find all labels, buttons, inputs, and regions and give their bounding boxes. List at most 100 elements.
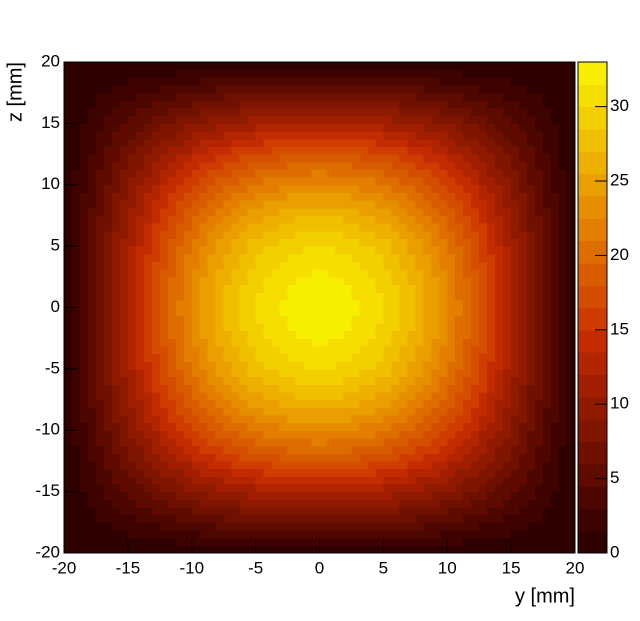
contour-cell [279, 338, 289, 347]
contour-cell [175, 131, 185, 140]
contour-cell [391, 307, 400, 316]
contour-cell [351, 115, 361, 124]
contour-cell [295, 437, 305, 447]
contour-cell [151, 529, 161, 539]
contour-cell [423, 200, 432, 209]
contour-cell [215, 192, 225, 201]
contour-cell [383, 445, 392, 454]
contour-cell [415, 399, 424, 408]
contour-cell [375, 499, 384, 508]
contour-cell [423, 414, 432, 424]
contour-cell [431, 115, 440, 124]
contour-cell [559, 215, 568, 224]
contour-cell [87, 161, 97, 171]
contour-cell [327, 108, 337, 117]
contour-cell [279, 161, 289, 171]
contour-cell [535, 100, 544, 109]
contour-cell [287, 215, 297, 224]
contour-cell [503, 545, 512, 554]
contour-cell [351, 537, 361, 546]
contour-cell [335, 246, 345, 255]
contour-cell [183, 376, 193, 385]
contour-cell [399, 253, 408, 263]
contour-cell [471, 269, 480, 278]
contour-cell [223, 154, 233, 163]
contour-cell [64, 269, 73, 278]
contour-cell [303, 522, 313, 531]
contour-cell [303, 62, 313, 71]
contour-cell [367, 284, 376, 293]
contour-cell [175, 376, 185, 385]
contour-cell [391, 499, 400, 508]
contour-cell [151, 345, 161, 355]
contour-cell [255, 368, 265, 378]
contour-cell [271, 123, 281, 132]
contour-cell [399, 100, 408, 109]
contour-cell [207, 123, 217, 132]
contour-cell [527, 261, 536, 270]
contour-cell [279, 537, 289, 546]
contour-cell [503, 215, 512, 224]
contour-cell [463, 491, 472, 500]
contour-cell [367, 345, 376, 355]
contour-cell [64, 522, 73, 531]
contour-cell [199, 238, 209, 247]
contour-cell [383, 161, 392, 171]
contour-cell [103, 399, 113, 408]
contour-cell [415, 184, 424, 194]
contour-cell [311, 545, 321, 554]
contour-cell [567, 422, 576, 431]
contour-cell [463, 131, 472, 140]
contour-cell [71, 238, 81, 247]
contour-cell [311, 522, 321, 531]
contour-cell [511, 161, 520, 171]
contour-cell [183, 161, 193, 171]
contour-cell [495, 146, 504, 155]
contour-cell [335, 253, 345, 263]
contour-cell [183, 276, 193, 286]
contour-cell [415, 223, 424, 232]
contour-cell [487, 223, 496, 232]
contour-cell [159, 146, 169, 155]
contour-cell [199, 476, 209, 485]
contour-cell [527, 138, 536, 147]
x-tick-label: -10 [179, 558, 204, 577]
contour-cell [271, 476, 281, 485]
contour-cell [103, 353, 113, 362]
contour-cell [279, 361, 289, 370]
contour-cell [319, 276, 329, 286]
contour-cell [431, 246, 440, 255]
contour-cell [215, 514, 225, 523]
contour-cell [487, 483, 496, 493]
contour-cell [319, 322, 329, 332]
contour-cell [327, 131, 337, 140]
contour-cell [287, 330, 297, 339]
contour-cell [119, 146, 129, 155]
contour-cell [567, 414, 576, 424]
contour-cell [503, 85, 512, 94]
contour-cell [199, 138, 209, 147]
contour-cell [527, 399, 536, 408]
contour-cell [167, 115, 177, 124]
contour-cell [343, 460, 353, 470]
contour-cell [111, 491, 121, 500]
contour-cell [511, 169, 520, 178]
contour-cell [423, 85, 432, 94]
contour-cell [479, 453, 488, 462]
contour-cell [303, 77, 313, 86]
contour-cell [247, 414, 257, 424]
contour-cell [527, 368, 536, 378]
contour-cell [303, 108, 313, 117]
contour-cell [495, 460, 504, 470]
contour-cell [87, 261, 97, 270]
contour-cell [407, 85, 416, 94]
contour-cell [215, 215, 225, 224]
contour-cell [367, 276, 376, 286]
contour-cell [255, 92, 265, 101]
contour-cell [175, 399, 185, 408]
contour-cell [567, 115, 576, 124]
contour-cell [423, 338, 432, 347]
contour-cell [271, 315, 281, 324]
contour-cell [511, 154, 520, 163]
contour-cell [167, 437, 177, 447]
